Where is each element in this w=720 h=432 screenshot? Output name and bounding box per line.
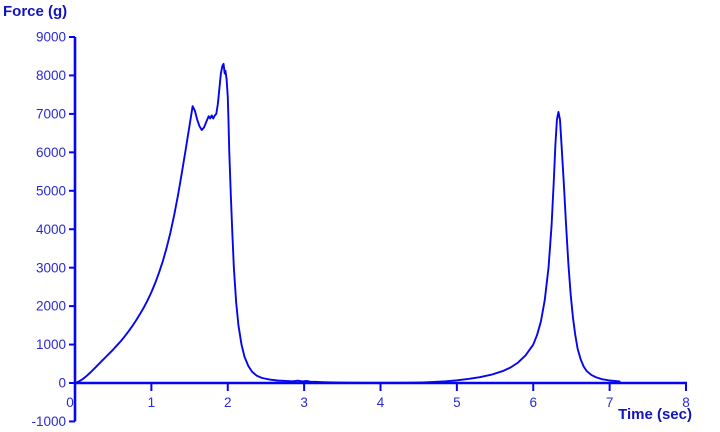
- y-axis-title: Force (g): [3, 3, 68, 20]
- x-tick-label: 2: [224, 395, 232, 410]
- y-tick-label: 2000: [36, 299, 66, 314]
- x-tick-label: 6: [529, 395, 537, 410]
- y-tick-label: 1000: [36, 337, 66, 352]
- series-force-trace: [74, 62, 621, 384]
- y-tick-label: 7000: [36, 106, 66, 121]
- y-tick-label: 8000: [36, 68, 66, 83]
- y-tick-label: 0: [58, 376, 66, 391]
- x-tick-label: 1: [148, 395, 156, 410]
- y-tick-label: 4000: [36, 222, 66, 237]
- y-tick-label: 3000: [36, 260, 66, 275]
- x-tick-label: 3: [300, 395, 308, 410]
- y-tick-label: 6000: [36, 145, 66, 160]
- x-tick-label: 4: [377, 395, 385, 410]
- y-tick-label: 5000: [36, 183, 66, 198]
- x-tick-label: 0: [66, 395, 74, 410]
- y-tick-label: -1000: [31, 414, 66, 429]
- x-tick-label: 7: [606, 395, 614, 410]
- x-axis-title: Time (sec): [618, 406, 692, 423]
- y-tick-label: 9000: [36, 30, 66, 45]
- x-tick-label: 5: [453, 395, 461, 410]
- x-tick-label: 8: [682, 395, 690, 410]
